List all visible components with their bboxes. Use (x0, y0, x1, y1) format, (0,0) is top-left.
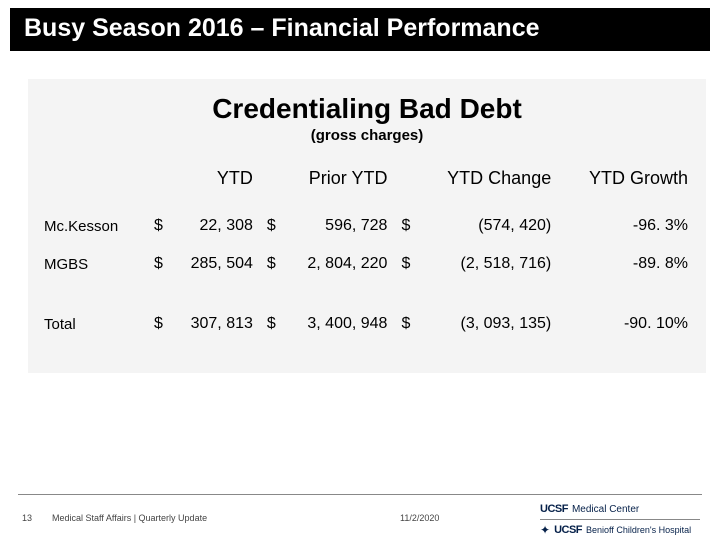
cell-value: -90. 10% (561, 305, 694, 343)
logo-text: Benioff Children's Hospital (586, 526, 691, 535)
currency-symbol: $ (263, 207, 283, 245)
cell-value: (574, 420) (417, 207, 561, 245)
logo-ucsf-medical: UCSF Medical Center (540, 501, 700, 520)
row-label: MGBS (40, 245, 150, 283)
currency-symbol: $ (150, 245, 170, 283)
page-number: 13 (22, 513, 32, 523)
table-header-row: YTD Prior YTD YTD Change YTD Growth (40, 162, 694, 207)
cell-value: 596, 728 (283, 207, 398, 245)
currency-symbol: $ (397, 305, 417, 343)
footer-logos: UCSF Medical Center ✦ UCSF Benioff Child… (540, 501, 700, 541)
col-ytd: YTD (170, 162, 263, 207)
table-row: Mc.Kesson $ 22, 308 $ 596, 728 $ (574, 4… (40, 207, 694, 245)
cell-value: 3, 400, 948 (283, 305, 398, 343)
chart-subtitle: (gross charges) (40, 127, 694, 144)
cell-value: 2, 804, 220 (283, 245, 398, 283)
col-change: YTD Change (417, 162, 561, 207)
star-icon: ✦ (540, 523, 550, 537)
logo-text: UCSF (554, 524, 582, 536)
slide-title-bar: Busy Season 2016 – Financial Performance (10, 8, 710, 51)
table-row: MGBS $ 285, 504 $ 2, 804, 220 $ (2, 518,… (40, 245, 694, 283)
footer-label: Medical Staff Affairs | Quarterly Update (52, 513, 207, 523)
cell-value: -96. 3% (561, 207, 694, 245)
cell-value: (3, 093, 135) (417, 305, 561, 343)
currency-symbol: $ (263, 245, 283, 283)
col-growth: YTD Growth (561, 162, 694, 207)
currency-symbol: $ (150, 305, 170, 343)
logo-ucsf-benioff: ✦ UCSF Benioff Children's Hospital (540, 520, 700, 541)
cell-value: 307, 813 (170, 305, 263, 343)
cell-value: 22, 308 (170, 207, 263, 245)
col-prior: Prior YTD (283, 162, 398, 207)
logo-text: Medical Center (572, 504, 639, 515)
currency-symbol: $ (150, 207, 170, 245)
chart-title: Credentialing Bad Debt (40, 93, 694, 125)
currency-symbol: $ (263, 305, 283, 343)
currency-symbol: $ (397, 207, 417, 245)
table-total-row: Total $ 307, 813 $ 3, 400, 948 $ (3, 093… (40, 305, 694, 343)
data-table: YTD Prior YTD YTD Change YTD Growth Mc.K… (40, 162, 694, 343)
slide-title: Busy Season 2016 – Financial Performance (24, 14, 540, 42)
row-label: Mc.Kesson (40, 207, 150, 245)
logo-text: UCSF (540, 503, 568, 515)
currency-symbol: $ (397, 245, 417, 283)
spacer (40, 283, 694, 305)
cell-value: -89. 8% (561, 245, 694, 283)
footer-date: 11/2/2020 (400, 513, 439, 523)
content-panel: Credentialing Bad Debt (gross charges) Y… (28, 79, 706, 373)
cell-value: (2, 518, 716) (417, 245, 561, 283)
row-label: Total (40, 305, 150, 343)
cell-value: 285, 504 (170, 245, 263, 283)
